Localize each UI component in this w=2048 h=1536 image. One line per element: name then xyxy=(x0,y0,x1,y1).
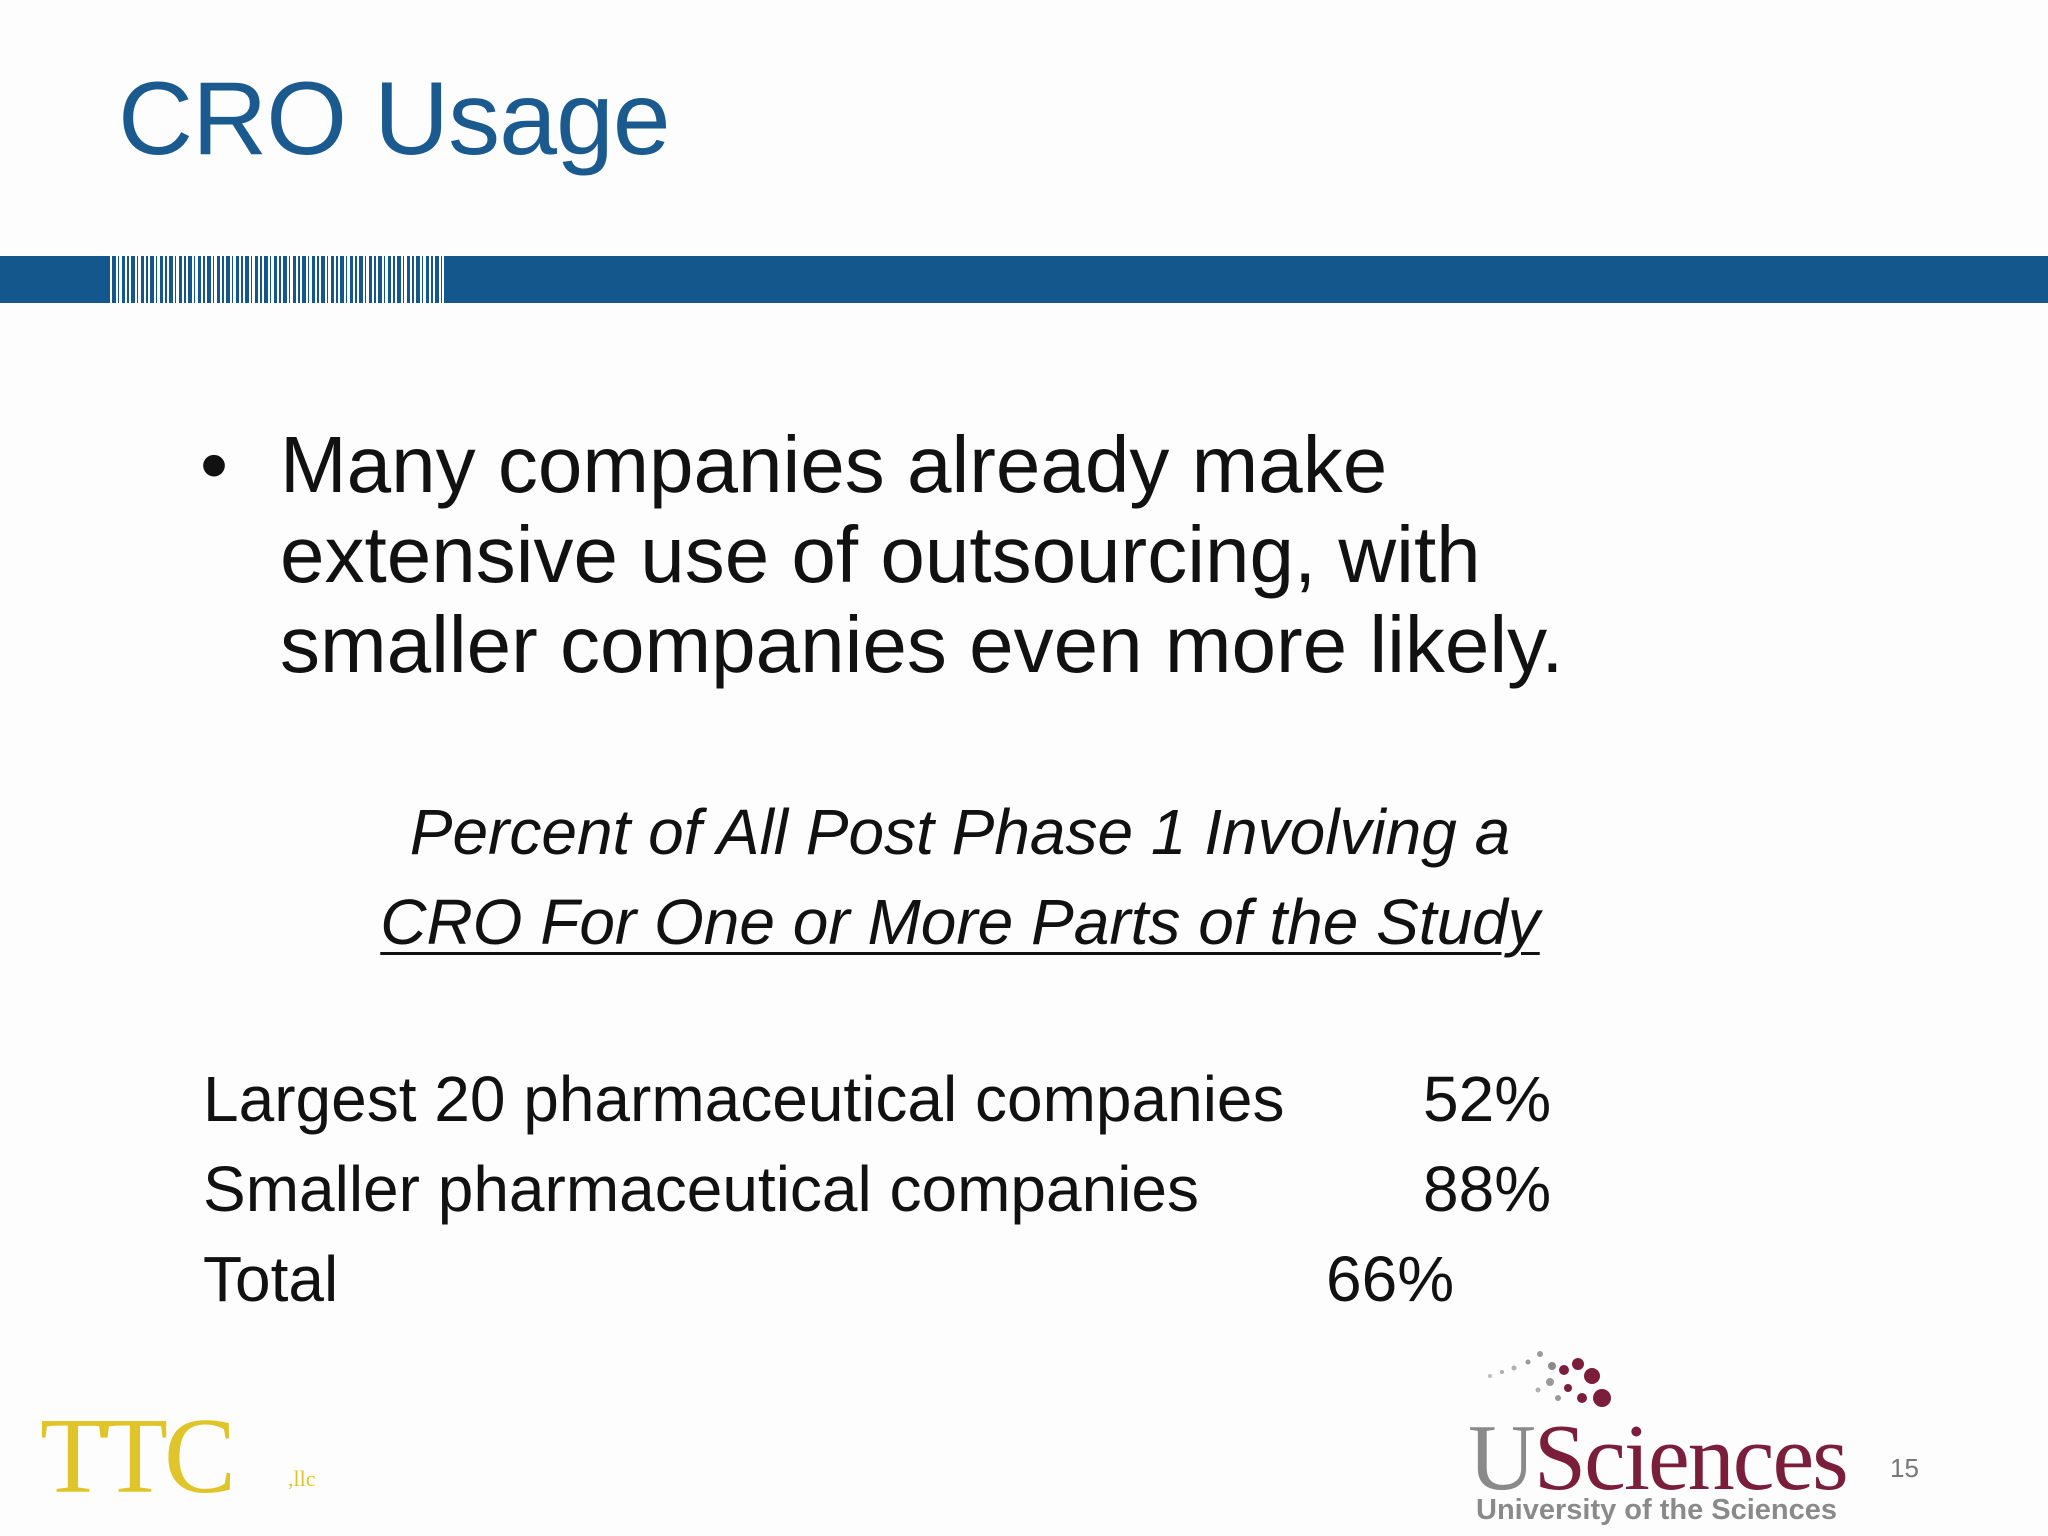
table-caption-line2-text: CRO For One or More Parts of the Study xyxy=(380,886,1540,958)
row-label-largest: Largest 20 pharmaceutical companies xyxy=(203,1063,1285,1135)
bullet-dot-icon: • xyxy=(200,420,229,509)
barcode-decoration xyxy=(108,256,444,303)
bullet-text: Many companies already make extensive us… xyxy=(280,420,1564,689)
row-label-smaller: Smaller pharmaceutical companies xyxy=(203,1153,1199,1225)
ttc-logo-suffix: ,llc xyxy=(288,1466,316,1491)
usciences-logo: USciences xyxy=(1468,1404,1849,1512)
usciences-subtitle: University of the Sciences xyxy=(1476,1494,1838,1526)
row-value-total: 66% xyxy=(1326,1243,1455,1315)
ttc-logo: TTC xyxy=(40,1397,236,1516)
slide-title: CRO Usage xyxy=(118,61,671,177)
usciences-logo-text: Sciences xyxy=(1533,1406,1849,1510)
table-caption-line1: Percent of All Post Phase 1 Involving a xyxy=(409,796,1511,868)
usciences-dots-icon xyxy=(1488,1351,1611,1407)
page-number: 15 xyxy=(1890,1453,1919,1483)
row-value-largest: 52% xyxy=(1423,1063,1552,1135)
usciences-logo-u: U xyxy=(1468,1406,1536,1510)
row-label-total: Total xyxy=(203,1243,339,1315)
row-value-smaller: 88% xyxy=(1423,1153,1552,1225)
table-caption-line2: CRO For One or More Parts of the Study xyxy=(0,885,1920,959)
